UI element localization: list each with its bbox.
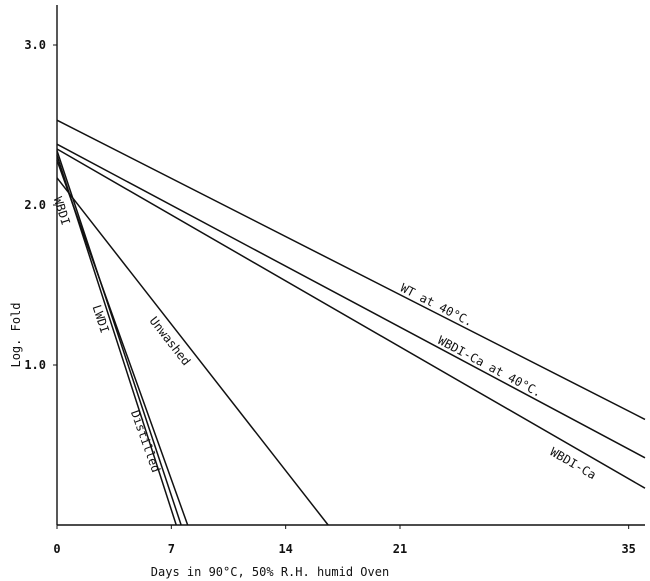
tick-labels: 0 7 14 21 35 1.0 2.0 3.0 [24,38,636,556]
series-labels: WT at 40°C.WBDI-Ca at 40°C.WBDI-CaUnwash… [51,195,599,482]
x-tick-label: 35 [621,542,635,556]
series-line-lwdi [56,150,182,526]
x-tick-label: 7 [168,542,175,556]
series-line-wbdi-ca [56,148,646,489]
y-axis-title: Log. Fold [9,302,23,367]
series-line-wbdi [56,155,177,526]
series-line-unwashed [56,177,329,526]
y-tick-label: 3.0 [24,38,46,52]
axes [53,5,645,529]
series-label-wt-40c: WT at 40°C. [398,281,475,330]
series-label-wbdi: WBDI [51,195,73,227]
series-label-wbdi-ca-40c: WBDI-Ca at 40°C. [435,333,544,400]
y-tick-label: 2.0 [24,198,46,212]
y-tick-label: 1.0 [24,358,46,372]
series-line-wt-40c [56,119,646,421]
x-tick-label: 0 [53,542,60,556]
x-tick-label: 14 [278,542,292,556]
series-line-wbdi-ca-40c [56,143,646,459]
x-tick-label: 21 [393,542,407,556]
series-lines [56,119,646,526]
series-label-wbdi-ca: WBDI-Ca [548,445,599,482]
x-axis-title: Days in 90°C, 50% R.H. humid Oven [151,565,389,579]
